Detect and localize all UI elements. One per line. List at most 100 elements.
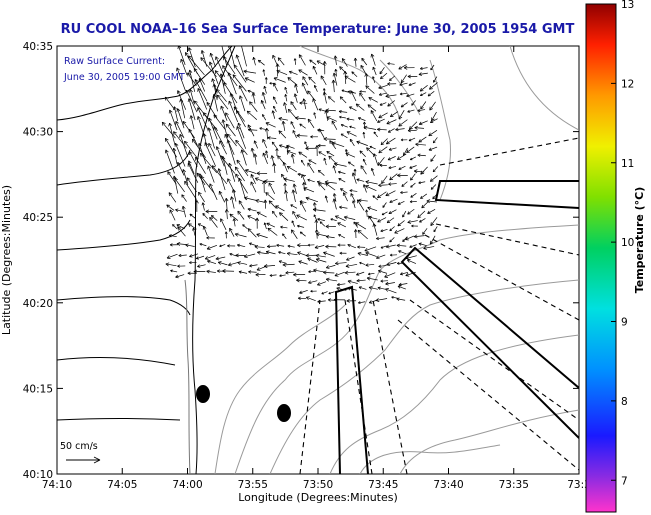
current-arrow-head [206,246,210,250]
current-arrow [353,221,358,228]
current-arrow [279,274,286,277]
current-arrow-head [211,78,213,83]
current-arrow-head [209,217,213,220]
current-arrow-head [315,255,319,258]
current-arrow-head [284,102,287,106]
current-arrow [207,165,215,183]
current-arrow-head [409,201,413,204]
current-arrow [278,130,287,139]
current-arrow-head [380,230,384,233]
current-arrow-head [405,255,409,259]
current-arrow-head [318,182,322,185]
current-arrow-head [335,263,339,266]
current-arrow-head [188,55,190,60]
current-arrow-head [400,192,403,195]
current-arrow-head [323,272,327,275]
current-arrow-head [356,179,359,182]
x-axis: 74:10 74:05 74:00 73:55 73:50 73:45 73:40 73:35… [42,46,591,491]
current-arrow [358,286,367,290]
current-arrow [380,72,388,80]
current-arrow-head [188,55,192,58]
current-arrow-head [175,276,179,279]
current-arrow-head [323,137,328,140]
current-arrow-head [346,300,350,303]
current-arrow [315,254,326,258]
current-arrow-head [244,197,248,201]
current-arrow-head [418,72,422,75]
current-arrow [218,168,226,191]
current-arrow-head [389,78,391,81]
current-arrow-head [417,153,421,156]
current-arrow-head [247,215,251,219]
current-arrow-head [400,190,403,193]
current-arrow [408,137,416,142]
current-arrow [200,176,215,194]
current-arrow-head [340,124,343,127]
current-arrow [237,122,245,139]
current-arrow [389,198,398,203]
current-arrow-head [196,116,199,120]
current-arrow [205,255,216,260]
current-arrow-head [188,47,192,51]
current-arrow [296,279,307,282]
current-arrow-head [385,283,389,286]
current-arrow [263,86,267,94]
current-arrow [244,253,256,258]
current-arrow-head [224,133,229,137]
current-arrow-head [376,238,380,241]
current-arrow [296,214,307,221]
current-arrow [398,64,407,70]
current-arrow-head [252,92,256,96]
current-arrow-head [279,212,281,217]
current-arrow [396,244,407,247]
current-arrow [406,93,415,97]
current-arrow [299,123,306,129]
current-arrow [235,173,248,194]
current-arrow-head [298,261,302,264]
current-arrow [330,218,337,221]
current-arrow [211,215,218,221]
current-arrow-head [291,189,294,194]
current-arrow-head [227,46,230,48]
current-arrow [198,143,207,164]
current-arrow-head [336,287,340,291]
current-arrow-head [318,183,320,187]
current-arrow [186,177,197,193]
current-arrow-head [364,247,368,252]
current-arrow [165,149,175,174]
current-arrow [247,124,255,137]
current-arrow [312,98,319,111]
current-arrow-head [326,116,330,120]
current-arrow [363,126,377,130]
current-arrow-head [338,234,341,237]
current-arrow [298,151,308,158]
current-arrow-head [325,236,329,239]
current-arrow [419,85,428,92]
current-arrow [423,246,435,249]
current-arrow [360,65,367,74]
current-arrow-head [229,213,234,216]
current-arrow [290,101,297,111]
current-arrow [415,143,426,146]
current-arrow [372,195,379,201]
current-arrow [221,46,228,66]
current-arrow [373,153,378,165]
current-arrow-head [228,264,232,267]
current-arrow [276,244,285,247]
current-arrow [385,282,395,285]
current-arrow [178,46,186,65]
current-arrow-head [368,300,372,304]
current-arrow-head [236,159,241,162]
current-arrow-head [378,269,382,271]
current-arrow-head [278,117,283,119]
current-arrow-head [198,191,202,195]
current-arrow [226,209,228,220]
current-arrow-head [426,199,431,202]
current-arrow-head [378,270,381,274]
current-arrow-head [430,120,433,123]
current-arrow-head [287,245,290,248]
current-arrow [254,140,258,149]
current-arrow-head [215,56,219,60]
current-arrow-head [380,75,382,79]
current-arrow [228,72,237,95]
